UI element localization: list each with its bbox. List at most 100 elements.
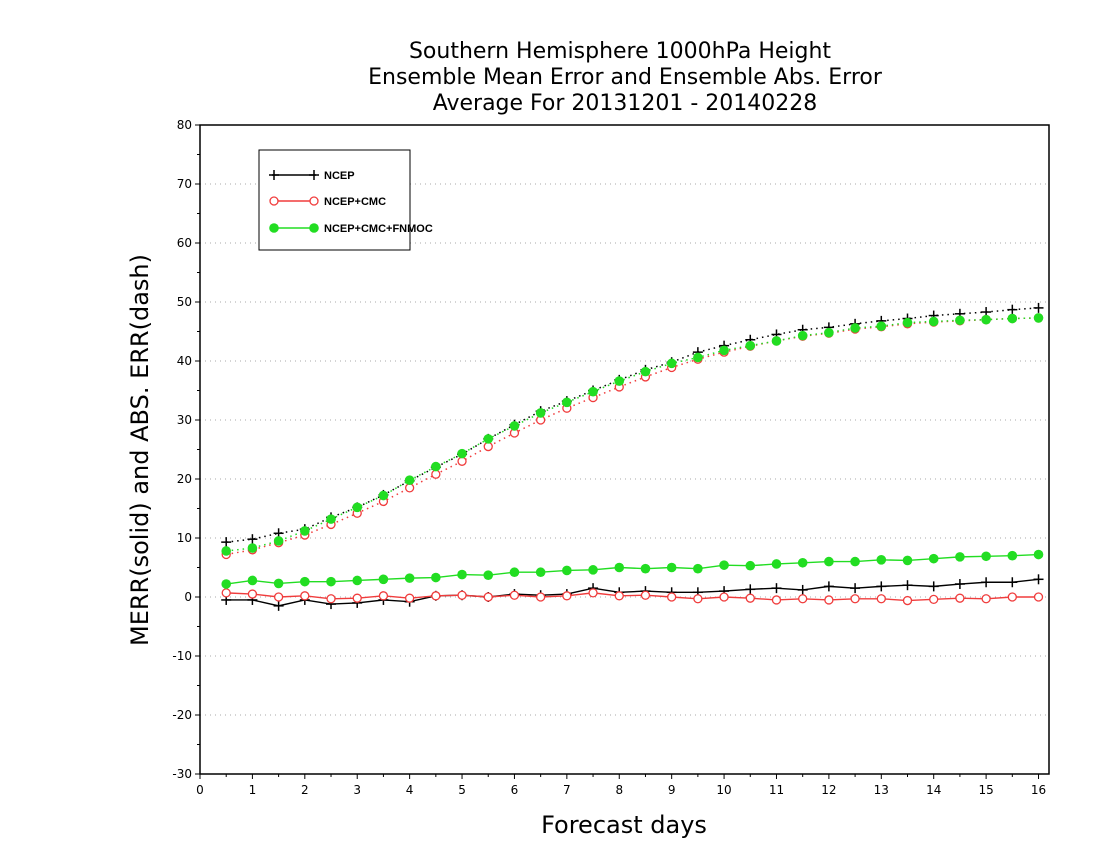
merr-point xyxy=(483,570,494,580)
y-tick-label: 50 xyxy=(177,295,192,309)
abs-err-point xyxy=(483,441,493,452)
y-tick-label: 80 xyxy=(177,118,192,132)
abs-err-point xyxy=(588,386,598,397)
merr-point xyxy=(693,563,703,574)
x-tick-label: 0 xyxy=(196,783,204,797)
abs-err-point xyxy=(824,327,834,338)
legend-marker-right xyxy=(309,223,319,233)
merr-point xyxy=(562,591,572,601)
merr-point xyxy=(300,591,310,601)
merr-point xyxy=(719,592,729,602)
merr-point xyxy=(457,569,467,580)
merr-point xyxy=(352,575,363,586)
merr-point xyxy=(247,575,258,586)
merr-point xyxy=(797,584,808,595)
merr-point xyxy=(640,590,651,600)
x-tick-label: 14 xyxy=(926,783,941,797)
merr-point xyxy=(614,562,625,573)
abs-err-point xyxy=(640,366,651,377)
merr-point xyxy=(273,600,284,611)
merr-point xyxy=(902,580,913,591)
merr-point xyxy=(1007,550,1018,561)
merr-point xyxy=(1007,577,1018,588)
abs-err-point xyxy=(666,358,677,369)
legend-marker-right xyxy=(309,196,319,206)
abs-err-point xyxy=(431,461,441,472)
y-tick-label: 0 xyxy=(184,590,192,604)
abs-err-point xyxy=(955,315,965,326)
merr-point xyxy=(955,552,965,562)
abs-err-point xyxy=(719,345,729,356)
x-tick-label: 10 xyxy=(716,783,731,797)
merr-point xyxy=(588,565,598,575)
x-tick-label: 7 xyxy=(563,783,571,797)
merr-point xyxy=(955,593,965,603)
y-tick-label: 40 xyxy=(177,354,192,368)
merr-point xyxy=(929,594,939,605)
abs-err-point xyxy=(797,330,808,341)
abs-err-point xyxy=(247,534,258,545)
merr-point xyxy=(823,581,834,592)
merr-point xyxy=(876,581,887,592)
y-tick-label: 30 xyxy=(177,413,192,427)
series-ncep-cmc-fnmoc xyxy=(221,313,1044,589)
x-tick-label: 13 xyxy=(874,783,889,797)
merr-point xyxy=(562,565,572,576)
x-tick-label: 6 xyxy=(511,783,519,797)
y-tick-label: 10 xyxy=(177,531,192,545)
legend-box xyxy=(258,149,411,251)
merr-line xyxy=(226,578,1039,607)
x-axis-label: Forecast days xyxy=(541,811,707,839)
merr-point xyxy=(509,567,520,578)
merr-point xyxy=(404,593,415,603)
merr-point xyxy=(457,590,467,600)
merr-point xyxy=(1033,592,1044,602)
merr-point xyxy=(693,594,703,604)
abs-err-point xyxy=(457,448,467,459)
merr-point xyxy=(326,594,336,604)
legend-entry: NCEP+CMC+FNMOC xyxy=(269,223,433,235)
merr-point xyxy=(745,593,755,603)
merr-point xyxy=(273,592,284,602)
legend-entries: NCEP NCEP+CMC NCEP+CMC+FNMOC xyxy=(269,170,433,235)
merr-point xyxy=(509,590,520,600)
merr-point xyxy=(614,591,624,601)
merr-point xyxy=(273,578,284,589)
chart-title: Southern Hemisphere 1000hPa Height Ensem… xyxy=(368,39,883,116)
merr-point xyxy=(981,551,991,562)
x-tick-label: 1 xyxy=(249,783,257,797)
abs-err-point xyxy=(221,537,232,548)
y-tick-label: -30 xyxy=(172,767,192,781)
abs-err-point xyxy=(902,317,913,328)
y-tick-label: 60 xyxy=(177,236,192,250)
merr-point xyxy=(902,595,913,606)
abs-err-point xyxy=(562,397,572,408)
abs-err-point xyxy=(273,536,284,546)
merr-point xyxy=(928,553,939,564)
series-ncep-cmc xyxy=(221,313,1044,606)
x-tick-label: 3 xyxy=(353,783,361,797)
legend-label: NCEP+CMC xyxy=(324,196,386,208)
merr-point xyxy=(247,589,258,599)
abs-err-point xyxy=(535,408,546,418)
abs-err-point xyxy=(1033,313,1044,323)
abs-err-point xyxy=(483,434,494,444)
merr-line xyxy=(226,553,1039,585)
x-tick-label: 15 xyxy=(978,783,993,797)
merr-point xyxy=(981,577,992,588)
merr-point xyxy=(745,560,756,571)
abs-err-line xyxy=(226,317,1039,556)
legend-entry: NCEP xyxy=(269,170,355,182)
x-tick-label: 4 xyxy=(406,783,414,797)
abs-err-point xyxy=(928,316,939,327)
merr-point xyxy=(719,560,729,570)
merr-point xyxy=(326,576,336,587)
legend-marker-left xyxy=(269,223,279,233)
legend-marker-right xyxy=(309,170,319,180)
x-tick-label: 5 xyxy=(458,783,466,797)
y-tick-label: 70 xyxy=(177,177,192,191)
legend-marker-left xyxy=(269,170,279,180)
y-tick-label: -20 xyxy=(172,708,192,722)
